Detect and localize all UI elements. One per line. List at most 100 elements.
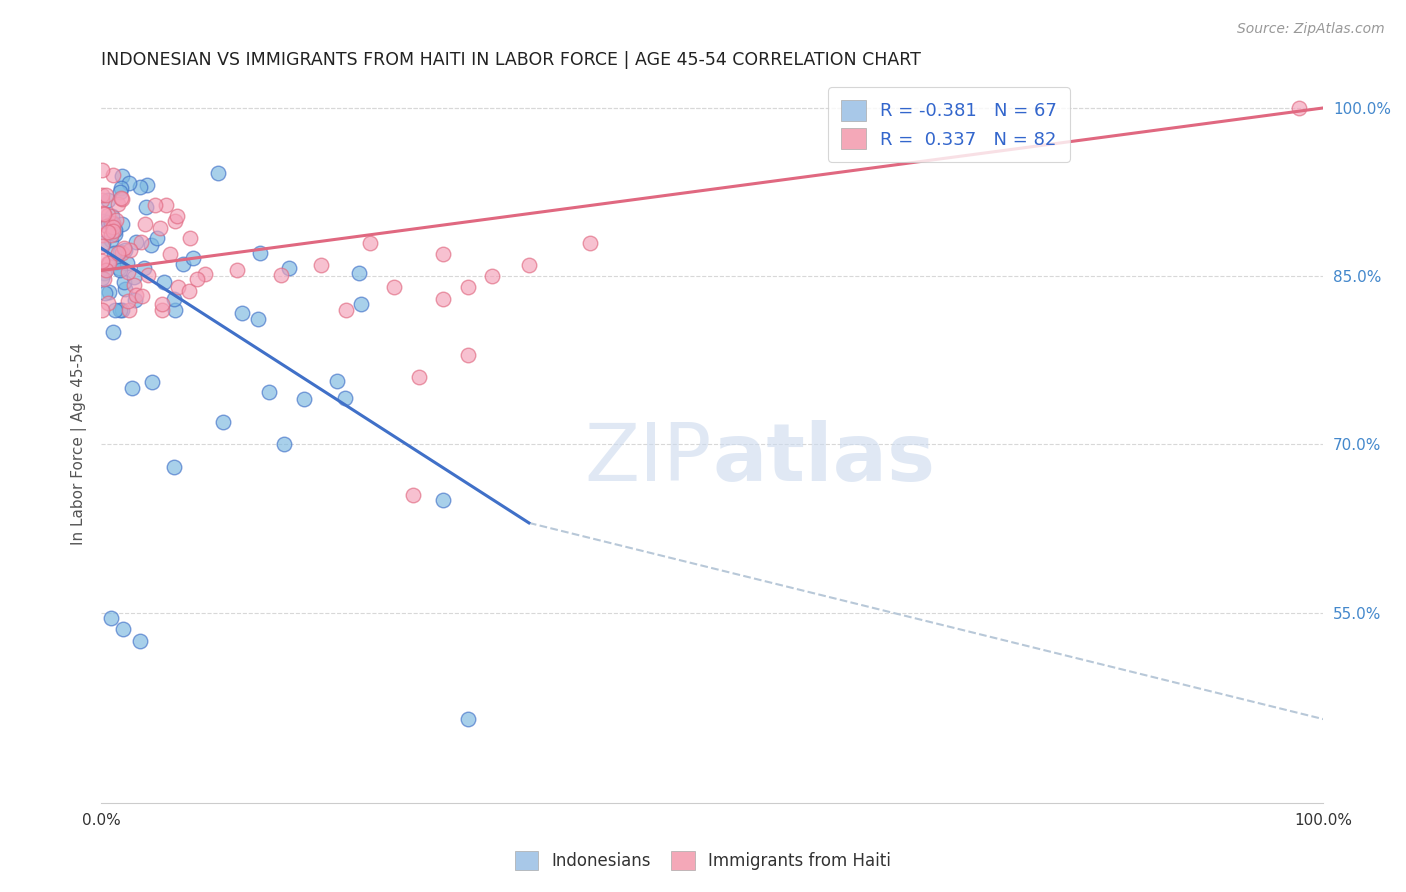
Point xyxy=(457,280,479,294)
Point xyxy=(111,217,134,231)
Point xyxy=(335,302,357,317)
Point xyxy=(117,265,139,279)
Point xyxy=(100,611,122,625)
Point xyxy=(117,294,139,309)
Point xyxy=(432,493,454,508)
Point xyxy=(122,270,145,285)
Point xyxy=(96,219,118,234)
Point xyxy=(517,258,540,272)
Point xyxy=(326,374,349,388)
Point xyxy=(136,268,159,282)
Point xyxy=(108,245,131,260)
Point xyxy=(384,280,406,294)
Point xyxy=(110,191,132,205)
Point xyxy=(408,370,430,384)
Point xyxy=(103,325,125,339)
Point xyxy=(135,200,157,214)
Point xyxy=(107,260,129,275)
Point xyxy=(96,263,118,277)
Point xyxy=(212,415,235,429)
Point xyxy=(97,193,120,207)
Point xyxy=(101,224,124,238)
Point xyxy=(107,245,129,260)
Point xyxy=(112,623,135,637)
Point xyxy=(335,391,357,405)
Legend: R = -0.381   N = 67, R =  0.337   N = 82: R = -0.381 N = 67, R = 0.337 N = 82 xyxy=(828,87,1070,161)
Point xyxy=(110,181,132,195)
Point xyxy=(97,208,120,222)
Point xyxy=(112,275,135,289)
Point xyxy=(104,227,127,242)
Point xyxy=(457,348,479,362)
Point xyxy=(150,302,173,317)
Point xyxy=(481,269,503,284)
Text: ZIP: ZIP xyxy=(585,420,713,498)
Point xyxy=(145,231,167,245)
Point xyxy=(120,243,142,257)
Point xyxy=(129,633,152,648)
Point xyxy=(225,263,247,277)
Point xyxy=(111,302,134,317)
Point xyxy=(97,256,120,270)
Point xyxy=(166,210,188,224)
Point xyxy=(432,292,454,306)
Point xyxy=(108,185,131,199)
Point xyxy=(579,235,602,250)
Point xyxy=(246,311,269,326)
Text: Source: ZipAtlas.com: Source: ZipAtlas.com xyxy=(1237,22,1385,37)
Point xyxy=(457,712,479,726)
Point xyxy=(153,275,176,289)
Point xyxy=(100,233,122,247)
Point xyxy=(91,188,114,202)
Point xyxy=(150,296,173,310)
Text: atlas: atlas xyxy=(713,420,935,498)
Point xyxy=(139,238,162,252)
Point xyxy=(124,287,146,301)
Point xyxy=(100,216,122,230)
Point xyxy=(159,246,181,260)
Point xyxy=(136,178,159,192)
Point xyxy=(111,169,134,183)
Point xyxy=(309,258,332,272)
Point xyxy=(103,245,125,260)
Point xyxy=(207,166,229,180)
Point xyxy=(100,227,122,242)
Point xyxy=(101,217,124,231)
Point xyxy=(100,210,122,224)
Point xyxy=(179,231,201,245)
Point xyxy=(1288,101,1310,115)
Point xyxy=(432,246,454,260)
Point xyxy=(97,214,120,228)
Point xyxy=(172,257,194,271)
Point xyxy=(181,251,204,265)
Point xyxy=(270,268,292,282)
Point xyxy=(94,187,117,202)
Point xyxy=(292,392,315,406)
Point xyxy=(94,286,117,301)
Point xyxy=(155,198,177,212)
Point xyxy=(347,266,370,280)
Point xyxy=(91,254,114,268)
Point xyxy=(273,437,295,451)
Point xyxy=(177,285,200,299)
Point xyxy=(91,235,114,250)
Point xyxy=(402,488,425,502)
Legend: Indonesians, Immigrants from Haiti: Indonesians, Immigrants from Haiti xyxy=(509,844,897,877)
Point xyxy=(91,205,114,219)
Point xyxy=(108,262,131,277)
Point xyxy=(110,192,132,206)
Point xyxy=(359,235,381,250)
Point xyxy=(257,384,280,399)
Point xyxy=(122,277,145,292)
Point xyxy=(97,225,120,239)
Point xyxy=(91,271,114,285)
Point xyxy=(134,217,156,231)
Point xyxy=(111,246,134,260)
Point xyxy=(118,176,141,190)
Point xyxy=(118,302,141,317)
Point xyxy=(112,241,135,255)
Point xyxy=(186,272,208,286)
Point xyxy=(104,212,127,227)
Point xyxy=(91,302,114,317)
Point xyxy=(163,292,186,306)
